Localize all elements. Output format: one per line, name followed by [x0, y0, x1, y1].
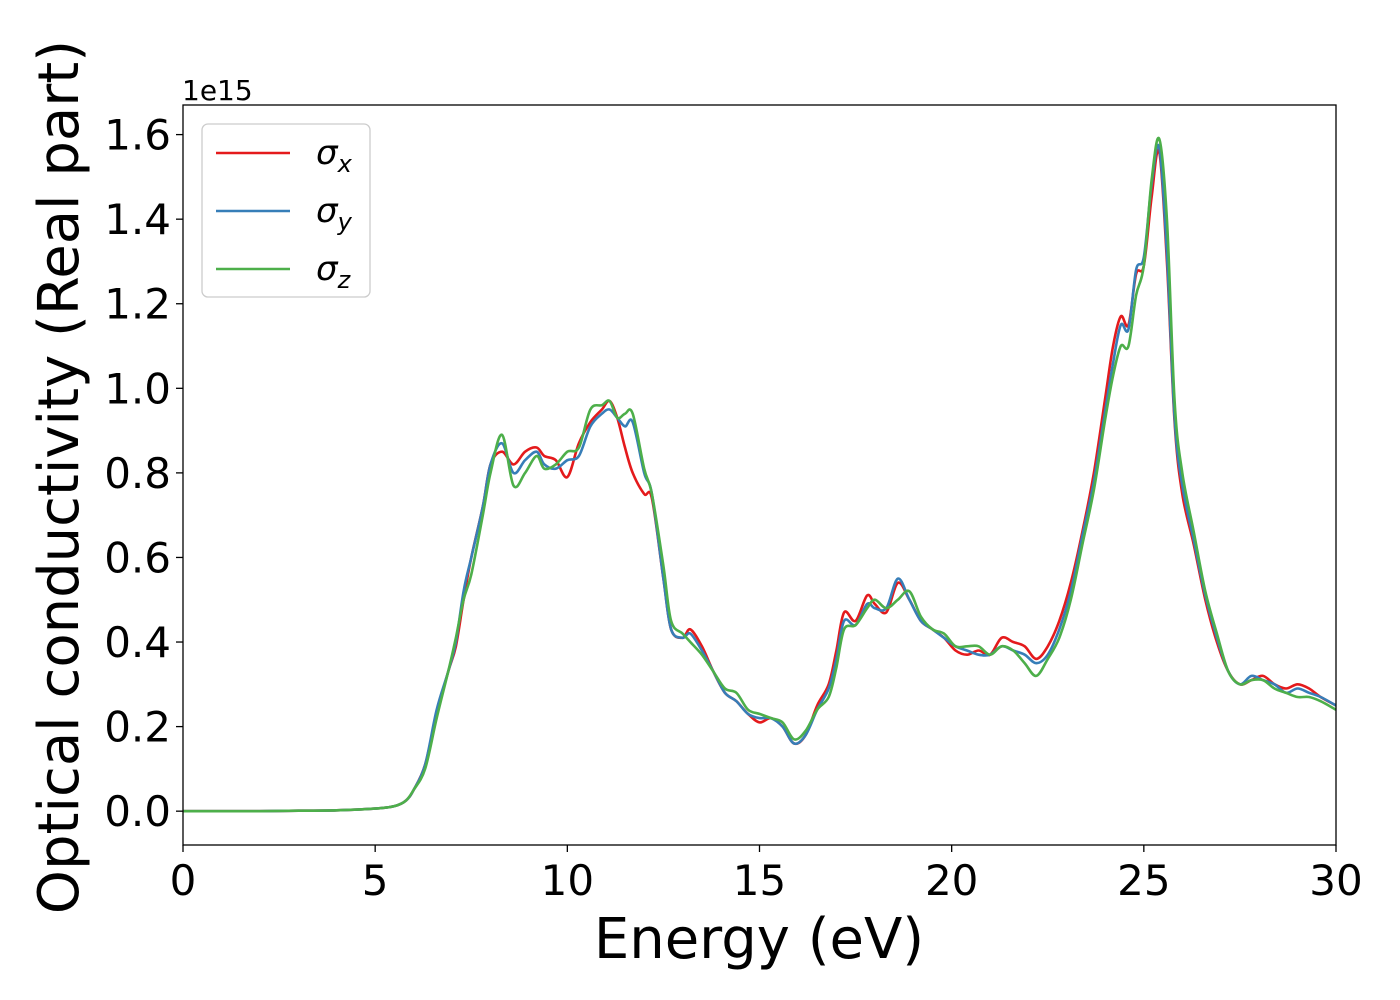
y-tick-label: 0.6 [104, 533, 171, 582]
y-tick-label: 1.0 [104, 364, 171, 413]
y-axis: 0.0 0.2 0.4 0.6 0.8 1.0 1.2 1.4 1.6 [104, 111, 183, 836]
series-layer [183, 136, 1336, 813]
y-tick-label: 1.6 [104, 111, 171, 160]
x-tick-label: 25 [1117, 856, 1170, 905]
x-tick-label: 0 [170, 856, 197, 905]
x-tick-label: 5 [362, 856, 389, 905]
legend-label-x: σx [316, 133, 353, 178]
x-axis-title: Energy (eV) [594, 907, 924, 972]
y-tick-label: 0.4 [104, 618, 171, 667]
y-tick-label: 1.4 [104, 195, 171, 244]
y-axis-title: Optical conductivity (Real part) [27, 40, 92, 914]
y-tick-label: 0.2 [104, 703, 171, 752]
series-line-z [183, 136, 1336, 813]
x-tick-label: 10 [541, 856, 594, 905]
legend: σx σy σz [201, 123, 371, 298]
legend-label-z: σz [316, 249, 352, 294]
series-line-y [183, 143, 1336, 813]
x-tick-label: 30 [1309, 856, 1362, 905]
y-offset-label: 1e15 [182, 74, 253, 107]
y-tick-label: 0.8 [104, 449, 171, 498]
legend-label-y: σy [316, 191, 353, 236]
y-tick-label: 0.0 [104, 787, 171, 836]
x-tick-label: 20 [925, 856, 978, 905]
y-tick-label: 1.2 [104, 280, 171, 329]
x-tick-label: 15 [733, 856, 786, 905]
x-axis: 0 5 10 15 20 25 30 [170, 845, 1363, 905]
